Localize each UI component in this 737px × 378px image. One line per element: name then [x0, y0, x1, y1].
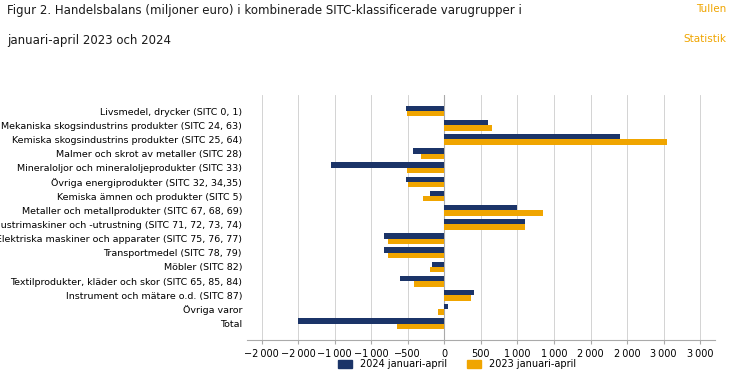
Text: januari-april 2023 och 2024: januari-april 2023 och 2024: [7, 34, 172, 47]
Bar: [430, 191, 444, 196]
Bar: [385, 247, 444, 253]
Bar: [439, 310, 444, 315]
Bar: [405, 106, 444, 111]
Text: Statistik: Statistik: [683, 34, 726, 44]
Bar: [407, 168, 444, 173]
Bar: [444, 139, 668, 145]
Bar: [407, 111, 444, 116]
Bar: [388, 253, 444, 258]
Bar: [388, 239, 444, 244]
Bar: [444, 290, 474, 295]
Bar: [331, 163, 444, 168]
Bar: [397, 324, 444, 329]
Bar: [400, 276, 444, 281]
Bar: [444, 225, 525, 230]
Bar: [430, 267, 444, 272]
Bar: [408, 182, 444, 187]
Bar: [444, 125, 492, 131]
Bar: [444, 134, 620, 139]
Bar: [298, 318, 444, 324]
Bar: [444, 219, 525, 225]
Bar: [444, 120, 488, 125]
Legend: 2024 januari-april, 2023 januari-april: 2024 januari-april, 2023 januari-april: [334, 355, 580, 373]
Bar: [444, 304, 448, 310]
Text: Figur 2. Handelsbalans (miljoner euro) i kombinerade SITC-klassificerade varugru: Figur 2. Handelsbalans (miljoner euro) i…: [7, 4, 523, 17]
Bar: [405, 177, 444, 182]
Bar: [444, 295, 472, 301]
Text: Tullen: Tullen: [696, 4, 726, 14]
Bar: [444, 205, 517, 210]
Bar: [423, 196, 444, 201]
Bar: [385, 233, 444, 239]
Bar: [413, 148, 444, 153]
Bar: [432, 262, 444, 267]
Bar: [444, 210, 543, 216]
Bar: [421, 153, 444, 159]
Bar: [414, 281, 444, 287]
